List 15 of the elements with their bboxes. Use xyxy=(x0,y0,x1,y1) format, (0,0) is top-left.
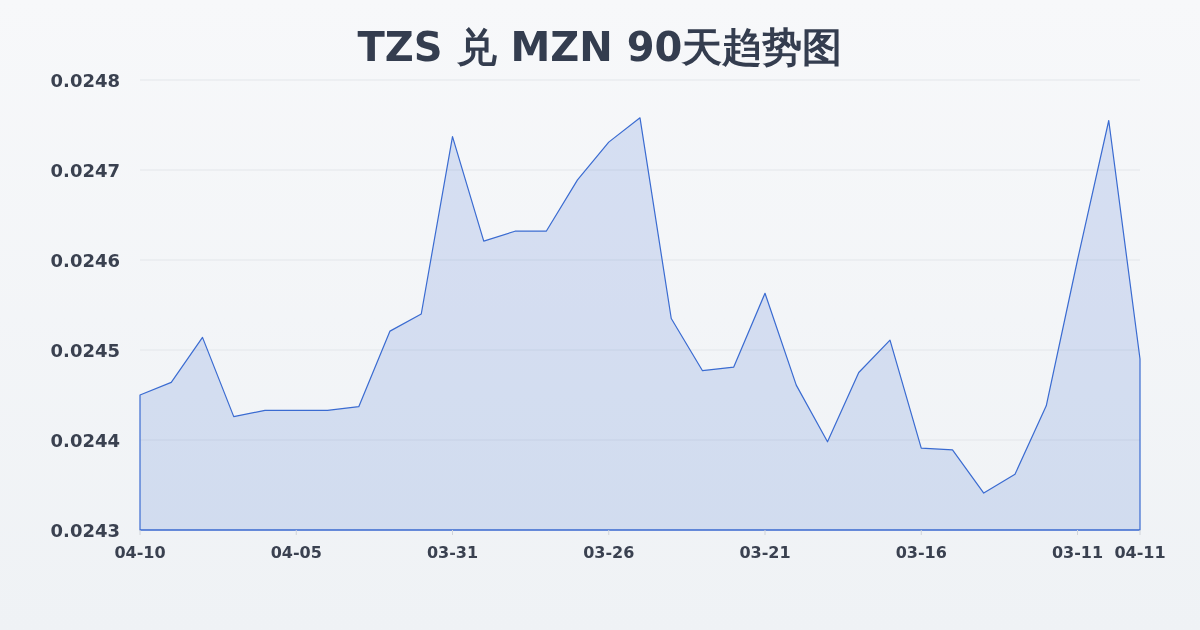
y-tick-label: 0.0244 xyxy=(50,430,120,451)
y-tick-label: 0.0248 xyxy=(50,70,120,91)
y-tick-label: 0.0245 xyxy=(50,340,120,361)
chart-title: TZS 兑 MZN 90天趋势图 xyxy=(357,24,843,70)
y-tick-label: 0.0246 xyxy=(50,250,120,271)
x-tick-label: 03-26 xyxy=(583,543,635,562)
x-tick-label: 03-16 xyxy=(895,543,947,562)
x-tick-label: 04-11 xyxy=(1114,543,1166,562)
x-tick-label: 04-10 xyxy=(114,543,166,562)
y-tick-label: 0.0243 xyxy=(50,520,120,541)
x-tick-label: 03-31 xyxy=(426,543,479,562)
x-tick-label: 04-05 xyxy=(270,543,322,562)
x-tick-label: 03-21 xyxy=(739,543,791,562)
y-tick-label: 0.0247 xyxy=(50,160,120,181)
x-tick-label: 03-11 xyxy=(1051,543,1104,562)
